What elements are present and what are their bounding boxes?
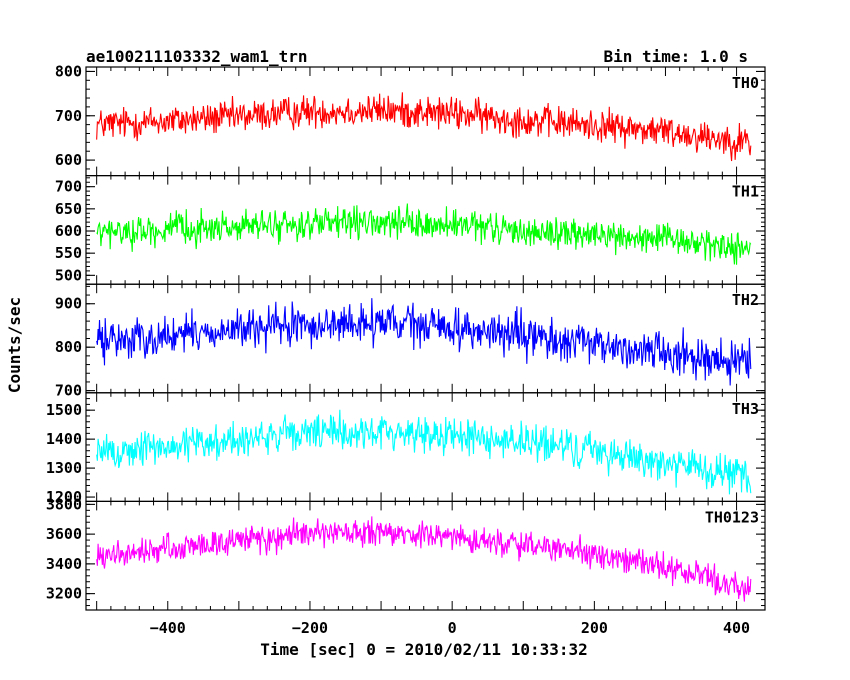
panel-label-th1: TH1	[732, 183, 759, 201]
x-tick-label: 400	[723, 619, 750, 637]
panel-frame	[85, 500, 766, 611]
chart-title: ae100211103332_wam1_trn	[86, 47, 308, 66]
y-tick-label: 650	[55, 200, 82, 218]
x-axis-label: Time [sec] 0 = 2010/02/11 10:33:32	[260, 640, 588, 659]
y-axis-label: Counts/sec	[5, 297, 24, 393]
series-line-th2	[96, 298, 752, 386]
x-tick-label: −200	[292, 619, 328, 637]
panel-label-th0123: TH0123	[705, 508, 759, 526]
y-tick-label: 1400	[46, 430, 82, 448]
series-line-th0123	[96, 516, 752, 602]
y-tick-label: 600	[55, 151, 82, 169]
y-tick-label: 600	[55, 222, 82, 240]
y-tick-label: 900	[55, 295, 82, 313]
y-tick-label: 3200	[46, 585, 82, 603]
panels-group: 600 700 800 TH0 500 550 600 650 700 TH1 700 800 900 T…	[46, 62, 766, 637]
series-line-th1	[96, 203, 752, 265]
y-tick-label: 1300	[46, 459, 82, 477]
series-line-th3	[96, 409, 752, 495]
y-tick-label: 500	[55, 266, 82, 284]
x-tick-label: 0	[448, 619, 457, 637]
panel-label-th2: TH2	[732, 291, 759, 309]
y-tick-label: 1500	[46, 401, 82, 419]
y-tick-label: 550	[55, 244, 82, 262]
y-tick-label: 3800	[46, 495, 82, 513]
y-tick-label: 700	[55, 382, 82, 400]
x-tick-label: 200	[581, 619, 608, 637]
y-tick-label: 700	[55, 107, 82, 125]
y-tick-label: 800	[55, 338, 82, 356]
panel-label-th0: TH0	[732, 74, 759, 92]
y-tick-label: 700	[55, 178, 82, 196]
y-tick-label: 800	[55, 62, 82, 80]
y-tick-label: 3600	[46, 525, 82, 543]
y-tick-label: 3400	[46, 555, 82, 573]
bin-time-label: Bin time: 1.0 s	[604, 47, 749, 66]
panel-label-th3: TH3	[732, 400, 759, 418]
x-tick-label: −400	[150, 619, 186, 637]
series-line-th0	[96, 92, 752, 162]
y-tick-label: 1200	[46, 488, 82, 506]
